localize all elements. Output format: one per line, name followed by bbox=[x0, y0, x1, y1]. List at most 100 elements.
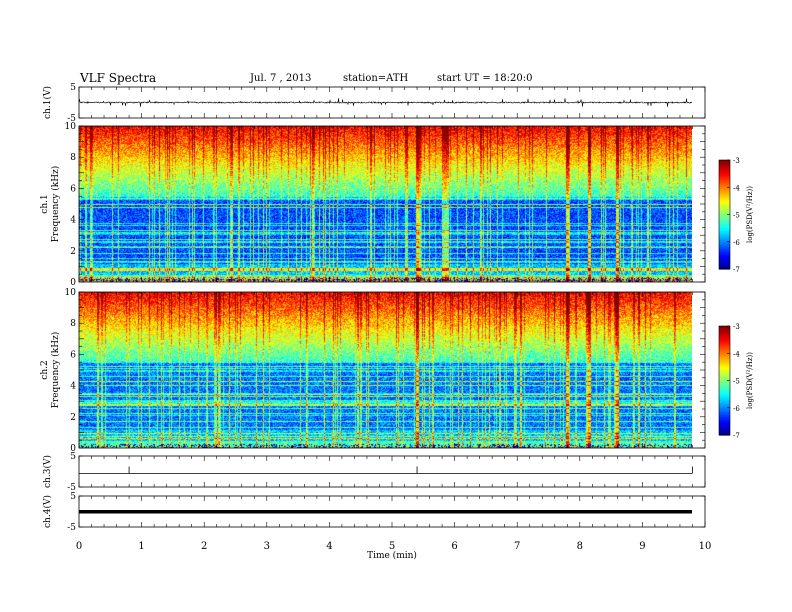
colorbar-cell bbox=[719, 181, 730, 185]
colorbar-cell bbox=[719, 199, 730, 203]
colorbar-cell bbox=[719, 347, 730, 351]
x-tick-label: 1 bbox=[138, 541, 144, 552]
ch1-spectrogram-channel-label: ch.1 bbox=[40, 194, 50, 213]
colorbar-cell bbox=[719, 344, 730, 347]
ch1-spectrogram-ylabel: Frequency (kHz) bbox=[50, 166, 61, 243]
x-tick-label: 5 bbox=[389, 541, 395, 552]
x-tick-label: 4 bbox=[326, 541, 332, 552]
colorbar-cell bbox=[719, 212, 730, 216]
colorbar-cell bbox=[719, 189, 730, 192]
colorbar-tick-label: -3 bbox=[733, 323, 740, 331]
colorbar-cell bbox=[719, 254, 730, 257]
colorbar-cell bbox=[719, 431, 730, 434]
ch2-spectrogram-ylabel: Frequency (kHz) bbox=[50, 332, 61, 409]
colorbar-cell bbox=[719, 376, 730, 380]
colorbar-cell bbox=[719, 256, 730, 259]
colorbar-cell bbox=[719, 174, 730, 177]
colorbar-cell bbox=[719, 375, 730, 378]
y-tick-label: -5 bbox=[67, 114, 76, 124]
colorbar-cell bbox=[719, 384, 730, 387]
colorbar-cell bbox=[719, 216, 730, 219]
colorbar-cell bbox=[719, 194, 730, 197]
colorbar-cell bbox=[719, 172, 730, 176]
colorbar-cell bbox=[719, 230, 730, 234]
colorbar-cell bbox=[719, 185, 730, 188]
x-tick-label: 6 bbox=[451, 541, 457, 552]
colorbar-cell bbox=[719, 219, 730, 223]
x-tick-label: 3 bbox=[264, 541, 270, 552]
colorbar-cell bbox=[719, 178, 730, 181]
colorbar-cell bbox=[719, 349, 730, 353]
colorbar-cell bbox=[719, 336, 730, 340]
colorbar-cell bbox=[719, 169, 730, 172]
y-tick-label: 5 bbox=[70, 452, 76, 462]
ch4-waveform-trace bbox=[79, 510, 692, 514]
colorbar-cell bbox=[719, 209, 730, 212]
colorbar-cell bbox=[719, 365, 730, 369]
colorbar-tick-label: -5 bbox=[733, 378, 740, 386]
colorbar-cell bbox=[719, 225, 730, 228]
colorbar-cell bbox=[719, 179, 730, 183]
colorbar-cell bbox=[719, 333, 730, 336]
colorbar-cell bbox=[719, 351, 730, 354]
ch3-waveform-ylabel: ch.3(V) bbox=[42, 455, 53, 488]
colorbar-cell bbox=[719, 373, 730, 376]
colorbar-cell bbox=[719, 356, 730, 360]
colorbar-cell bbox=[719, 331, 730, 334]
date-label: Jul. 7 , 2013 bbox=[250, 73, 312, 84]
colorbar-cell bbox=[719, 183, 730, 187]
colorbar-cell bbox=[719, 391, 730, 394]
colorbar-cell bbox=[719, 205, 730, 208]
colorbar-cell bbox=[719, 249, 730, 252]
colorbar-cell bbox=[719, 395, 730, 398]
y-tick-label: 0 bbox=[70, 278, 76, 288]
colorbar-cell bbox=[719, 418, 730, 422]
colorbar-cell bbox=[719, 170, 730, 174]
colorbar-cell bbox=[719, 420, 730, 423]
colorbar-cell bbox=[719, 161, 730, 165]
ch1-waveform-ylabel: ch.1(V) bbox=[42, 86, 53, 119]
colorbar-tick-label: -7 bbox=[733, 432, 740, 440]
colorbar-cell bbox=[719, 196, 730, 199]
colorbar-cell bbox=[719, 263, 730, 266]
colorbar-cell bbox=[719, 192, 730, 196]
colorbar-cell bbox=[719, 389, 730, 392]
colorbar-cell bbox=[719, 176, 730, 179]
colorbar-cell bbox=[719, 261, 730, 265]
colorbar-cell bbox=[719, 201, 730, 205]
x-tick-label: 2 bbox=[201, 541, 207, 552]
colorbar-cell bbox=[719, 342, 730, 345]
colorbar-cell bbox=[719, 214, 730, 217]
y-tick-label: 6 bbox=[70, 350, 76, 360]
colorbar-cell bbox=[719, 329, 730, 333]
colorbar-cell bbox=[719, 163, 730, 167]
colorbar-cell bbox=[719, 367, 730, 371]
y-tick-label: 8 bbox=[70, 319, 76, 329]
colorbar-cell bbox=[719, 393, 730, 396]
colorbar-tick-label: -4 bbox=[733, 184, 740, 192]
colorbar-cell bbox=[719, 223, 730, 226]
x-tick-label: 8 bbox=[577, 541, 583, 552]
colorbar-cell bbox=[719, 422, 730, 425]
colorbar-cell bbox=[719, 267, 730, 270]
y-tick-label: 8 bbox=[70, 153, 76, 163]
x-tick-label: 0 bbox=[76, 541, 82, 552]
y-tick-label: 5 bbox=[70, 83, 76, 93]
colorbar-cell bbox=[719, 427, 730, 431]
colorbar-cell bbox=[719, 396, 730, 400]
colorbar-cell bbox=[719, 239, 730, 243]
x-axis-label: Time (min) bbox=[367, 550, 417, 561]
y-tick-label: 2 bbox=[70, 413, 76, 423]
colorbar-cell bbox=[719, 416, 730, 420]
ch1-waveform-trace bbox=[78, 98, 693, 107]
colorbar-tick-label: -3 bbox=[733, 157, 740, 165]
colorbar-cell bbox=[719, 402, 730, 405]
colorbar-tick-label: -6 bbox=[733, 239, 740, 247]
colorbar-tick-label: -6 bbox=[733, 405, 740, 413]
colorbar-cell bbox=[719, 358, 730, 362]
y-tick-label: 4 bbox=[70, 216, 76, 226]
colorbar-cell bbox=[719, 335, 730, 338]
colorbar-cell bbox=[719, 364, 730, 367]
colorbar-cell bbox=[719, 250, 730, 254]
